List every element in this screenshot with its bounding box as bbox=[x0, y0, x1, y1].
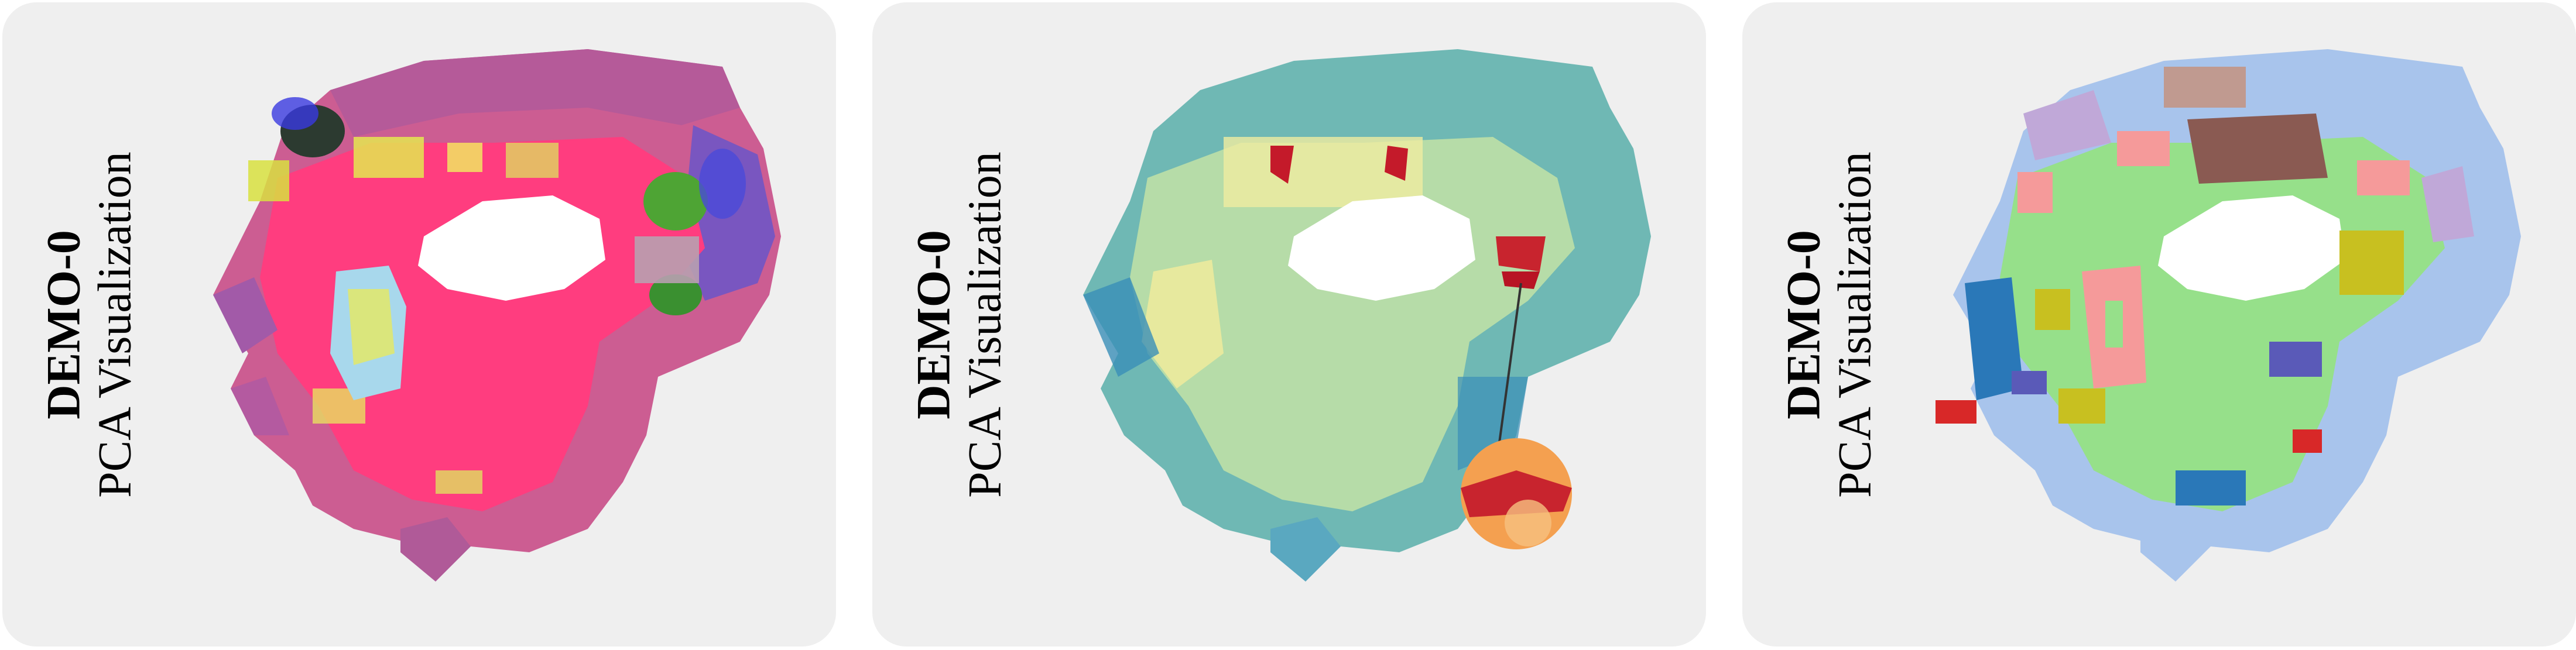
panel-heatmap: DEMO-0 PCA Visualization bbox=[872, 2, 1706, 646]
point-cloud-pca-image bbox=[213, 49, 781, 582]
panel-caption: DEMO-0 PCA Visualization bbox=[19, 2, 159, 646]
panel-segmentation: DEMO-0 PCA Visualization bbox=[1742, 2, 2576, 646]
panel-subtitle: PCA Visualization bbox=[959, 151, 1011, 498]
panel-caption: DEMO-0 PCA Visualization bbox=[889, 2, 1029, 646]
panel-subtitle: PCA Visualization bbox=[1829, 151, 1881, 498]
point-cloud-segmentation-image bbox=[1936, 49, 2521, 582]
panel-title: DEMO-0 bbox=[906, 229, 960, 419]
panel-subtitle: PCA Visualization bbox=[89, 151, 141, 498]
panel-caption: DEMO-0 PCA Visualization bbox=[1759, 2, 1899, 646]
panel-title: DEMO-0 bbox=[36, 229, 90, 419]
panel-pca-rgb: DEMO-0 PCA Visualization bbox=[2, 2, 836, 646]
panel-title: DEMO-0 bbox=[1776, 229, 1830, 419]
point-cloud-heatmap-image bbox=[1083, 49, 1651, 582]
